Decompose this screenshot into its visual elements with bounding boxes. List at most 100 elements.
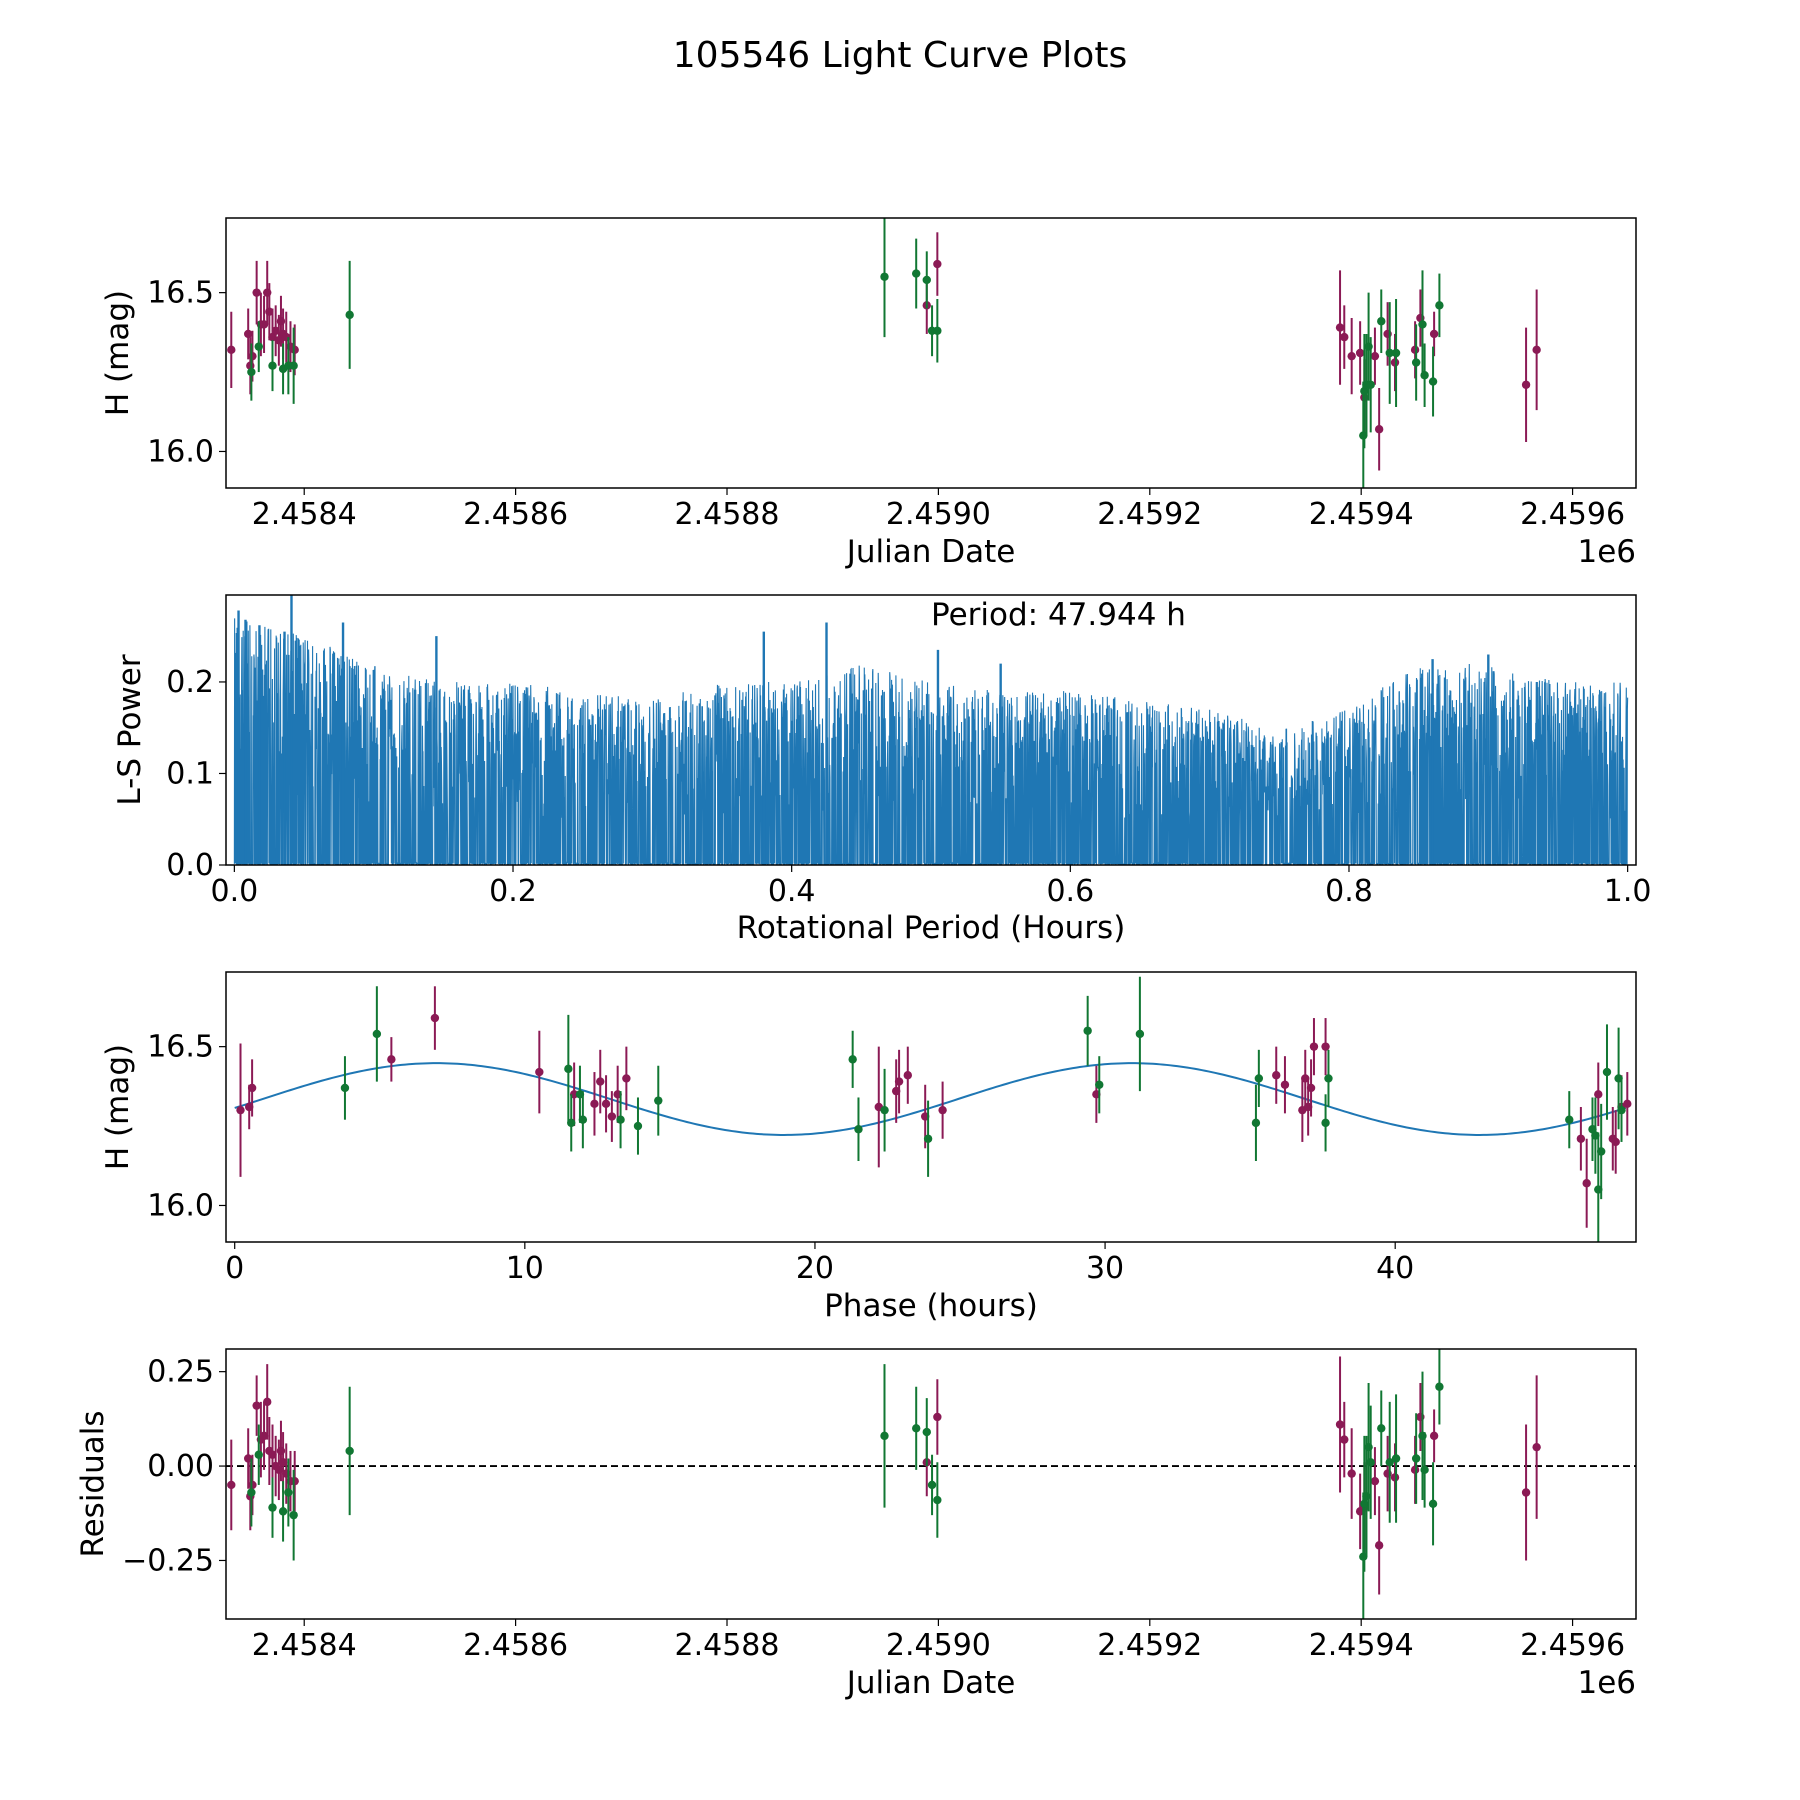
- x-tick-label: 2.4586: [463, 497, 568, 532]
- data-point: [880, 1105, 889, 1115]
- data-point: [252, 288, 261, 297]
- data-point: [1565, 1115, 1574, 1124]
- data-point: [259, 1431, 269, 1441]
- y-axis-label: H (mag): [100, 290, 136, 416]
- data-point: [1428, 377, 1438, 386]
- data-point: [1623, 1099, 1632, 1109]
- x-tick-label: 2.4584: [252, 497, 357, 532]
- data-point: [372, 1029, 382, 1039]
- data-point: [1602, 1067, 1612, 1077]
- x-tick-label: 2.4590: [886, 497, 991, 532]
- data-point: [247, 1488, 256, 1497]
- data-point: [1374, 425, 1384, 434]
- lightcurve-panel: 2.4584 2.4586 2.4588 2.4590 2.4592 2.4594 2.45…: [100, 217, 1637, 570]
- model-fit-curve: [234, 1062, 1627, 1136]
- x-tick-label: 2.4586: [463, 1628, 568, 1663]
- data-point: [1309, 1042, 1319, 1051]
- data-point: [271, 326, 280, 335]
- data-point: [1576, 1134, 1586, 1143]
- y-tick-label: 0.0: [166, 848, 214, 883]
- x-tick-label: 0.2: [489, 874, 537, 909]
- data-point: [1411, 358, 1421, 367]
- data-point: [1411, 1454, 1421, 1463]
- data-point: [1321, 1042, 1330, 1051]
- data-point: [1410, 1465, 1420, 1475]
- data-point: [1390, 358, 1400, 367]
- data-point: [567, 1118, 576, 1128]
- data-point: [290, 1476, 299, 1486]
- data-point: [1420, 1465, 1429, 1475]
- y-tick-label: 0.25: [147, 1355, 214, 1390]
- x-tick-label: 10: [506, 1251, 544, 1286]
- data-point: [1410, 345, 1420, 355]
- data-point: [259, 320, 269, 329]
- data-point: [1335, 1420, 1345, 1429]
- data-point: [227, 345, 236, 355]
- x-tick-label: 30: [1086, 1251, 1124, 1286]
- data-point: [601, 1099, 611, 1109]
- data-point: [880, 272, 889, 281]
- x-tick-label: 2.4596: [1520, 1628, 1625, 1663]
- x-axis-label: Rotational Period (Hours): [737, 910, 1126, 946]
- data-point: [268, 1503, 277, 1512]
- residuals-plot-area: [226, 1349, 1636, 1619]
- data-point: [1374, 1541, 1384, 1550]
- data-point: [1340, 1435, 1349, 1444]
- power-spectrum-line: [233, 618, 1629, 865]
- y-tick-label: 0.2: [166, 665, 214, 700]
- x-tick-label: 2.4590: [886, 1628, 991, 1663]
- data-point: [1611, 1137, 1620, 1147]
- residuals-panel: 2.4584 2.4586 2.4588 2.4590 2.4592 2.4594 2.45…: [75, 1348, 1637, 1701]
- data-point: [903, 1071, 912, 1080]
- data-point: [1359, 1552, 1368, 1561]
- y-tick-label: 0.00: [147, 1449, 214, 1484]
- figure-title: 105546 Light Curve Plots: [673, 35, 1127, 76]
- data-point: [1280, 1080, 1290, 1089]
- data-point: [1390, 1473, 1400, 1482]
- data-point: [1272, 1071, 1281, 1080]
- periodogram-plot-area: [233, 595, 1629, 865]
- data-point: [1435, 301, 1444, 310]
- data-point: [278, 1458, 288, 1467]
- y-axis-label: H (mag): [100, 1044, 136, 1170]
- x-tick-label: 0: [225, 1251, 244, 1286]
- x-tick-label: 0.6: [1046, 874, 1094, 909]
- y-tick-label: 16.0: [147, 1188, 214, 1223]
- x-offset-label: 1e6: [1577, 1665, 1636, 1701]
- data-point: [1340, 332, 1349, 342]
- data-point: [1385, 1458, 1394, 1467]
- y-axis-label: Residuals: [75, 1410, 111, 1557]
- data-point: [1391, 348, 1401, 358]
- data-point: [254, 1450, 263, 1459]
- data-point: [1347, 1469, 1356, 1478]
- data-point: [880, 1431, 889, 1441]
- data-point: [933, 1495, 942, 1505]
- data-point: [1418, 320, 1427, 329]
- data-point: [590, 1099, 599, 1109]
- data-point: [254, 342, 263, 351]
- data-point: [1532, 345, 1541, 355]
- x-tick-label: 20: [796, 1251, 834, 1286]
- data-point: [912, 269, 921, 278]
- data-point: [1532, 1442, 1541, 1452]
- y-tick-label: 16.5: [147, 1030, 214, 1065]
- x-tick-label: 2.4594: [1309, 1628, 1414, 1663]
- data-point: [290, 345, 299, 355]
- data-point: [654, 1096, 663, 1105]
- data-point: [1385, 348, 1394, 358]
- data-point: [1095, 1080, 1104, 1089]
- data-point: [578, 1115, 588, 1124]
- data-point: [284, 1488, 293, 1497]
- data-point: [227, 1480, 236, 1490]
- data-point: [1335, 323, 1345, 332]
- data-point: [1135, 1029, 1145, 1039]
- data-point: [289, 1510, 298, 1520]
- data-point: [248, 1480, 257, 1490]
- x-tick-label: 0.4: [768, 874, 816, 909]
- phased-axes-frame: [225, 971, 1637, 1243]
- x-tick-label: 2.4596: [1520, 497, 1625, 532]
- data-point: [243, 329, 253, 339]
- data-point: [616, 1115, 625, 1124]
- data-point: [1428, 1499, 1438, 1509]
